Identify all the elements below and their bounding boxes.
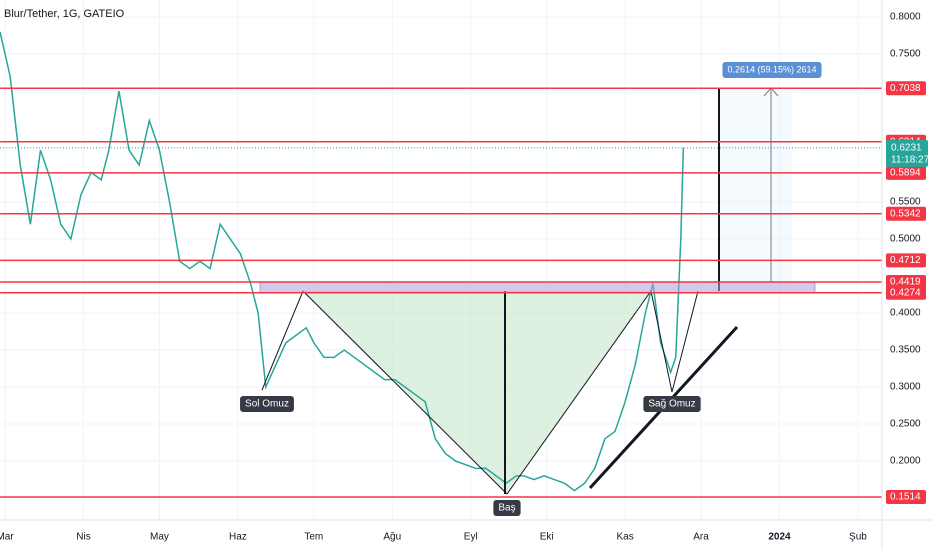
x-tick-label: 2024: [768, 532, 791, 543]
level-label: 0.5342: [890, 208, 921, 219]
level-label-box: [886, 285, 926, 300]
overlay: Sol Omuz Baş Sağ Omuz 0.2614 (59.15%) 2614: [0, 62, 882, 516]
x-tick-label: Kas: [617, 532, 634, 543]
annotation-box: [240, 396, 294, 412]
last-price-label: 0.6231: [891, 143, 922, 154]
level-label-box: [886, 253, 926, 268]
countdown-label: 11:18:27: [891, 155, 930, 166]
level-label: 0.1514: [890, 492, 921, 503]
level-label: 0.7038: [890, 83, 921, 94]
y-tick-label: 0.5500: [890, 197, 921, 208]
level-label: 0.4419: [890, 277, 921, 288]
annotation-label: Sağ Omuz: [648, 399, 695, 410]
level-label-box: [886, 275, 926, 290]
annotation-label: Baş: [498, 503, 515, 514]
x-tick-label: Nis: [76, 532, 90, 543]
x-tick-label: Ara: [693, 532, 709, 543]
x-tick-label: May: [150, 532, 169, 543]
y-tick-label: 0.7500: [890, 49, 921, 60]
y-tick-label: 0.2500: [890, 419, 921, 430]
x-tick-label: Mar: [0, 532, 14, 543]
annotation: 0.2614 (59.15%) 2614: [722, 62, 822, 78]
x-tick-label: Ağu: [383, 532, 401, 543]
annotation-box: [493, 500, 521, 516]
x-tick-label: Haz: [229, 532, 247, 543]
annotation: Sağ Omuz: [643, 396, 701, 412]
x-tick-label: Tem: [304, 532, 323, 543]
annotation-box: [643, 396, 701, 412]
y-tick-label: 0.5000: [890, 234, 921, 245]
y-tick-label: 0.3000: [890, 382, 921, 393]
level-label-box: [886, 206, 926, 221]
annotation: Sol Omuz: [240, 396, 294, 412]
x-tick-label: Eki: [540, 532, 554, 543]
level-label-box: [886, 165, 926, 180]
y-tick-label: 0.3500: [890, 345, 921, 356]
level-label: 0.5894: [890, 168, 921, 179]
level-label-box: [886, 489, 926, 504]
chart-title: Blur/Tether, 1G, GATEIO: [4, 8, 125, 20]
y-tick-label: 0.8000: [890, 12, 921, 23]
annotation-box: [722, 62, 822, 78]
annotation-label: 0.2614 (59.15%) 2614: [727, 64, 816, 74]
level-label-box: [886, 81, 926, 96]
head-area: [303, 291, 651, 494]
annotation-label: Sol Omuz: [245, 399, 289, 410]
x-tick-label: Şub: [849, 532, 867, 543]
price-line: [0, 31, 685, 492]
y-tick-label: 0.4000: [890, 308, 921, 319]
x-tick-label: Eyl: [464, 532, 478, 543]
annotation: Baş: [493, 500, 521, 516]
last-price-box: [886, 139, 928, 167]
series: [0, 31, 685, 492]
neckline-zone: [259, 281, 816, 293]
y-tick-label: 0.2000: [890, 456, 921, 467]
level-label: 0.4274: [890, 287, 921, 298]
level-label: 0.4712: [890, 255, 921, 266]
